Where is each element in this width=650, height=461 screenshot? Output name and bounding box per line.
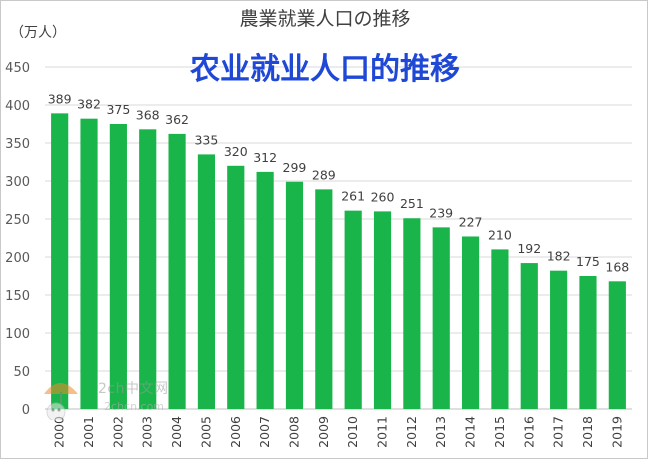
bar [550,270,568,409]
y-tick-label: 200 [5,251,30,266]
y-tick-label: 300 [5,175,30,190]
data-label: 227 [459,214,483,229]
y-tick-label: 250 [5,213,30,228]
data-label: 210 [488,227,512,242]
bars [51,113,626,410]
data-label: 389 [48,91,72,106]
x-tick-label: 2004 [169,416,184,448]
data-label: 375 [106,102,130,117]
y-tick-label: 450 [5,61,30,76]
data-label: 175 [576,254,600,269]
data-label: 362 [165,112,189,127]
data-label: 299 [283,160,307,175]
x-tick-label: 2018 [580,416,595,448]
y-tick-label: 150 [5,289,30,304]
x-tick-label: 2013 [433,416,448,448]
data-label: 261 [341,189,365,204]
x-tick-label: 2006 [228,416,243,448]
x-tick-label: 2010 [345,416,360,448]
data-label: 239 [429,205,453,220]
data-label: 382 [77,97,101,112]
data-label: 182 [547,249,571,264]
bar [461,236,480,409]
data-label: 192 [517,241,541,256]
bar [520,263,538,409]
data-label: 289 [312,167,336,182]
y-tick-label: 100 [5,327,30,342]
y-axis-label: （万人） [10,25,66,41]
bar [344,210,362,409]
x-tick-label: 2015 [492,416,507,448]
bar [373,211,392,409]
watermark-url: 2chcn.com [104,400,165,413]
x-tick-label: 2017 [551,416,566,448]
y-tick-label: 400 [5,99,30,114]
y-tick-label: 0 [22,403,30,418]
watermark-text: 2ch中文网 [98,381,169,397]
data-labels: 389 382 375 368 362 335 320 312 299 289 261 260 251 2… [48,91,630,274]
x-tick-label: 2005 [198,416,213,448]
x-tick-label: 2019 [609,416,624,448]
umbrella-logo-icon [44,383,78,420]
y-tick-label: 50 [13,365,30,380]
x-tick-label: 2016 [521,416,536,448]
bar [139,129,157,409]
bar [579,276,597,409]
data-label: 335 [194,132,218,147]
x-tick-label: 2012 [404,416,419,448]
bar [51,113,69,410]
bar [168,133,186,409]
bar [315,189,333,409]
x-axis-ticks: 2000 2001 2002 2003 2004 2005 2006 2007 2008 2009… [52,416,625,448]
x-tick-label: 2000 [52,416,67,448]
bar [285,181,304,409]
x-tick-label: 2014 [463,416,478,448]
gridlines [45,66,632,410]
bar [491,249,509,409]
y-tick-label: 350 [5,137,30,152]
x-tick-label: 2002 [110,416,125,448]
bar [432,227,450,409]
data-label: 320 [224,144,248,159]
data-label: 312 [253,150,277,165]
x-tick-label: 2001 [81,416,96,448]
data-label: 251 [400,196,424,211]
data-label: 260 [371,189,395,204]
x-tick-label: 2009 [316,416,331,448]
chart-title: 農業就業人口の推移 [239,8,411,30]
bar [403,218,421,409]
x-tick-label: 2008 [286,416,301,448]
x-tick-label: 2003 [140,416,155,448]
chart-subtitle: 农业就业人口的推移 [190,52,460,87]
bar [109,124,127,409]
x-tick-label: 2007 [257,416,272,448]
y-axis-ticks: 0 50 100 150 200 250 300 350 400 450 [5,61,30,418]
bar [197,154,216,409]
watermark: 2ch中文网 2chcn.com [38,372,208,422]
bar [256,171,274,409]
x-tick-label: 2011 [375,416,390,448]
bar [227,165,245,409]
data-label: 168 [605,259,629,274]
bar [608,281,626,409]
bar [80,118,98,410]
data-label: 368 [136,107,160,122]
